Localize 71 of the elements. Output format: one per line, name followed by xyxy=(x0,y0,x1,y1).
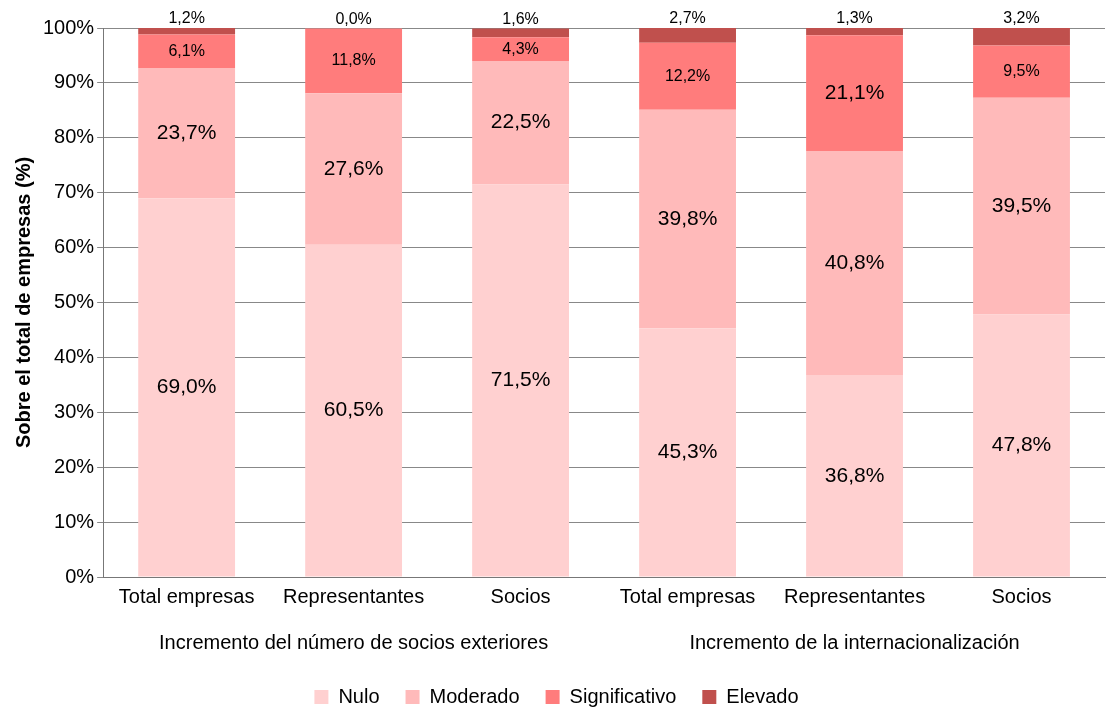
data-label: 45,3% xyxy=(657,439,718,463)
data-label: 71,5% xyxy=(490,367,551,391)
bar xyxy=(138,34,236,69)
data-label: 40,8% xyxy=(824,249,885,273)
bar xyxy=(305,93,403,245)
y-tick-label: 60% xyxy=(54,235,95,258)
data-label: 3,2% xyxy=(1003,9,1040,27)
bar xyxy=(138,198,236,577)
y-tick-label: 50% xyxy=(54,290,95,313)
x-tick-label: Socios xyxy=(490,584,551,607)
bar xyxy=(138,68,236,199)
bar xyxy=(639,28,736,43)
y-tick-label: 100% xyxy=(43,15,95,38)
bar xyxy=(973,28,1070,46)
y-tick-label: 40% xyxy=(54,344,95,367)
bar xyxy=(305,28,403,94)
data-label: 39,8% xyxy=(657,205,718,229)
y-tick-label: 90% xyxy=(54,70,95,93)
bar xyxy=(806,150,903,375)
data-label: 60,5% xyxy=(323,397,384,421)
x-tick-label: Representantes xyxy=(783,584,926,607)
data-label: 21,1% xyxy=(824,79,885,103)
bar xyxy=(138,28,236,35)
data-label: 36,8% xyxy=(824,462,885,486)
data-label: 4,3% xyxy=(502,39,539,57)
bar xyxy=(472,28,570,38)
x-tick-label: Socios xyxy=(991,584,1052,607)
bar xyxy=(806,35,903,151)
data-label: 1,2% xyxy=(168,9,205,27)
x-tick-label: Total empresas xyxy=(619,584,756,607)
bar xyxy=(305,244,403,577)
bar xyxy=(806,28,903,36)
data-label: 39,5% xyxy=(991,192,1052,216)
data-label: 1,3% xyxy=(836,9,873,27)
y-tick-label: 10% xyxy=(54,509,95,532)
x-tick-label: Total empresas xyxy=(118,584,255,607)
data-label: 2,7% xyxy=(669,9,706,27)
bar xyxy=(639,42,736,110)
y-tick-label: 70% xyxy=(54,180,95,203)
legend-label: Significativo xyxy=(569,684,677,707)
bar xyxy=(806,374,903,577)
bar xyxy=(973,45,1070,98)
y-tick-label: 80% xyxy=(54,125,95,148)
data-label: 69,0% xyxy=(156,374,217,398)
legend-label: Nulo xyxy=(338,684,380,707)
data-label: 9,5% xyxy=(1003,62,1040,80)
data-label: 1,6% xyxy=(502,9,539,27)
y-tick-label: 30% xyxy=(54,399,95,422)
data-label: 23,7% xyxy=(156,119,217,143)
text: Incremento de la internacionalización xyxy=(689,630,1020,653)
bar xyxy=(472,184,570,577)
legend-label: Elevado xyxy=(726,684,799,707)
data-label: 0,0% xyxy=(335,9,372,27)
data-label: 22,5% xyxy=(490,109,551,133)
data-label: 11,8% xyxy=(331,51,376,69)
x-tick-label: Representantes xyxy=(283,584,425,607)
y-axis-title: Sobre el total de empresas (%) xyxy=(11,156,34,449)
bar xyxy=(973,314,1070,577)
text: Incremento del número de socios exteriores xyxy=(159,630,549,653)
bar xyxy=(973,97,1070,315)
data-label: 12,2% xyxy=(664,66,711,84)
data-label: 47,8% xyxy=(991,432,1052,456)
data-label: 27,6% xyxy=(323,155,384,179)
y-tick-label: 20% xyxy=(54,454,95,477)
bar xyxy=(472,37,570,61)
data-label: 6,1% xyxy=(168,41,205,59)
legend-label: Moderado xyxy=(429,684,520,707)
bar xyxy=(639,328,736,577)
y-tick-label: 0% xyxy=(65,564,95,587)
bar xyxy=(639,109,736,329)
bar xyxy=(472,60,570,185)
